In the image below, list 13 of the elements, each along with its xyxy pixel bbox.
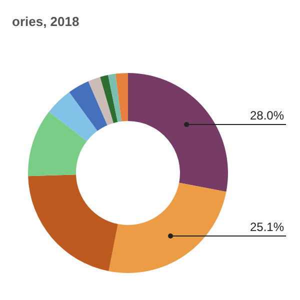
donut-slice: [88, 76, 114, 126]
donut-slice: [108, 182, 226, 273]
donut-slice: [28, 174, 118, 272]
donut-slice: [115, 73, 128, 122]
data-label: 28.0%: [250, 108, 284, 123]
donut-slice: [128, 73, 228, 192]
donut-slice: [28, 112, 87, 176]
donut-slice: [69, 81, 108, 131]
donut-slice: [100, 75, 118, 124]
chart-title: ories, 2018: [12, 14, 80, 29]
donut-slice: [108, 74, 122, 122]
donut-slice: [48, 92, 98, 142]
data-label: 25.1%: [250, 220, 284, 234]
